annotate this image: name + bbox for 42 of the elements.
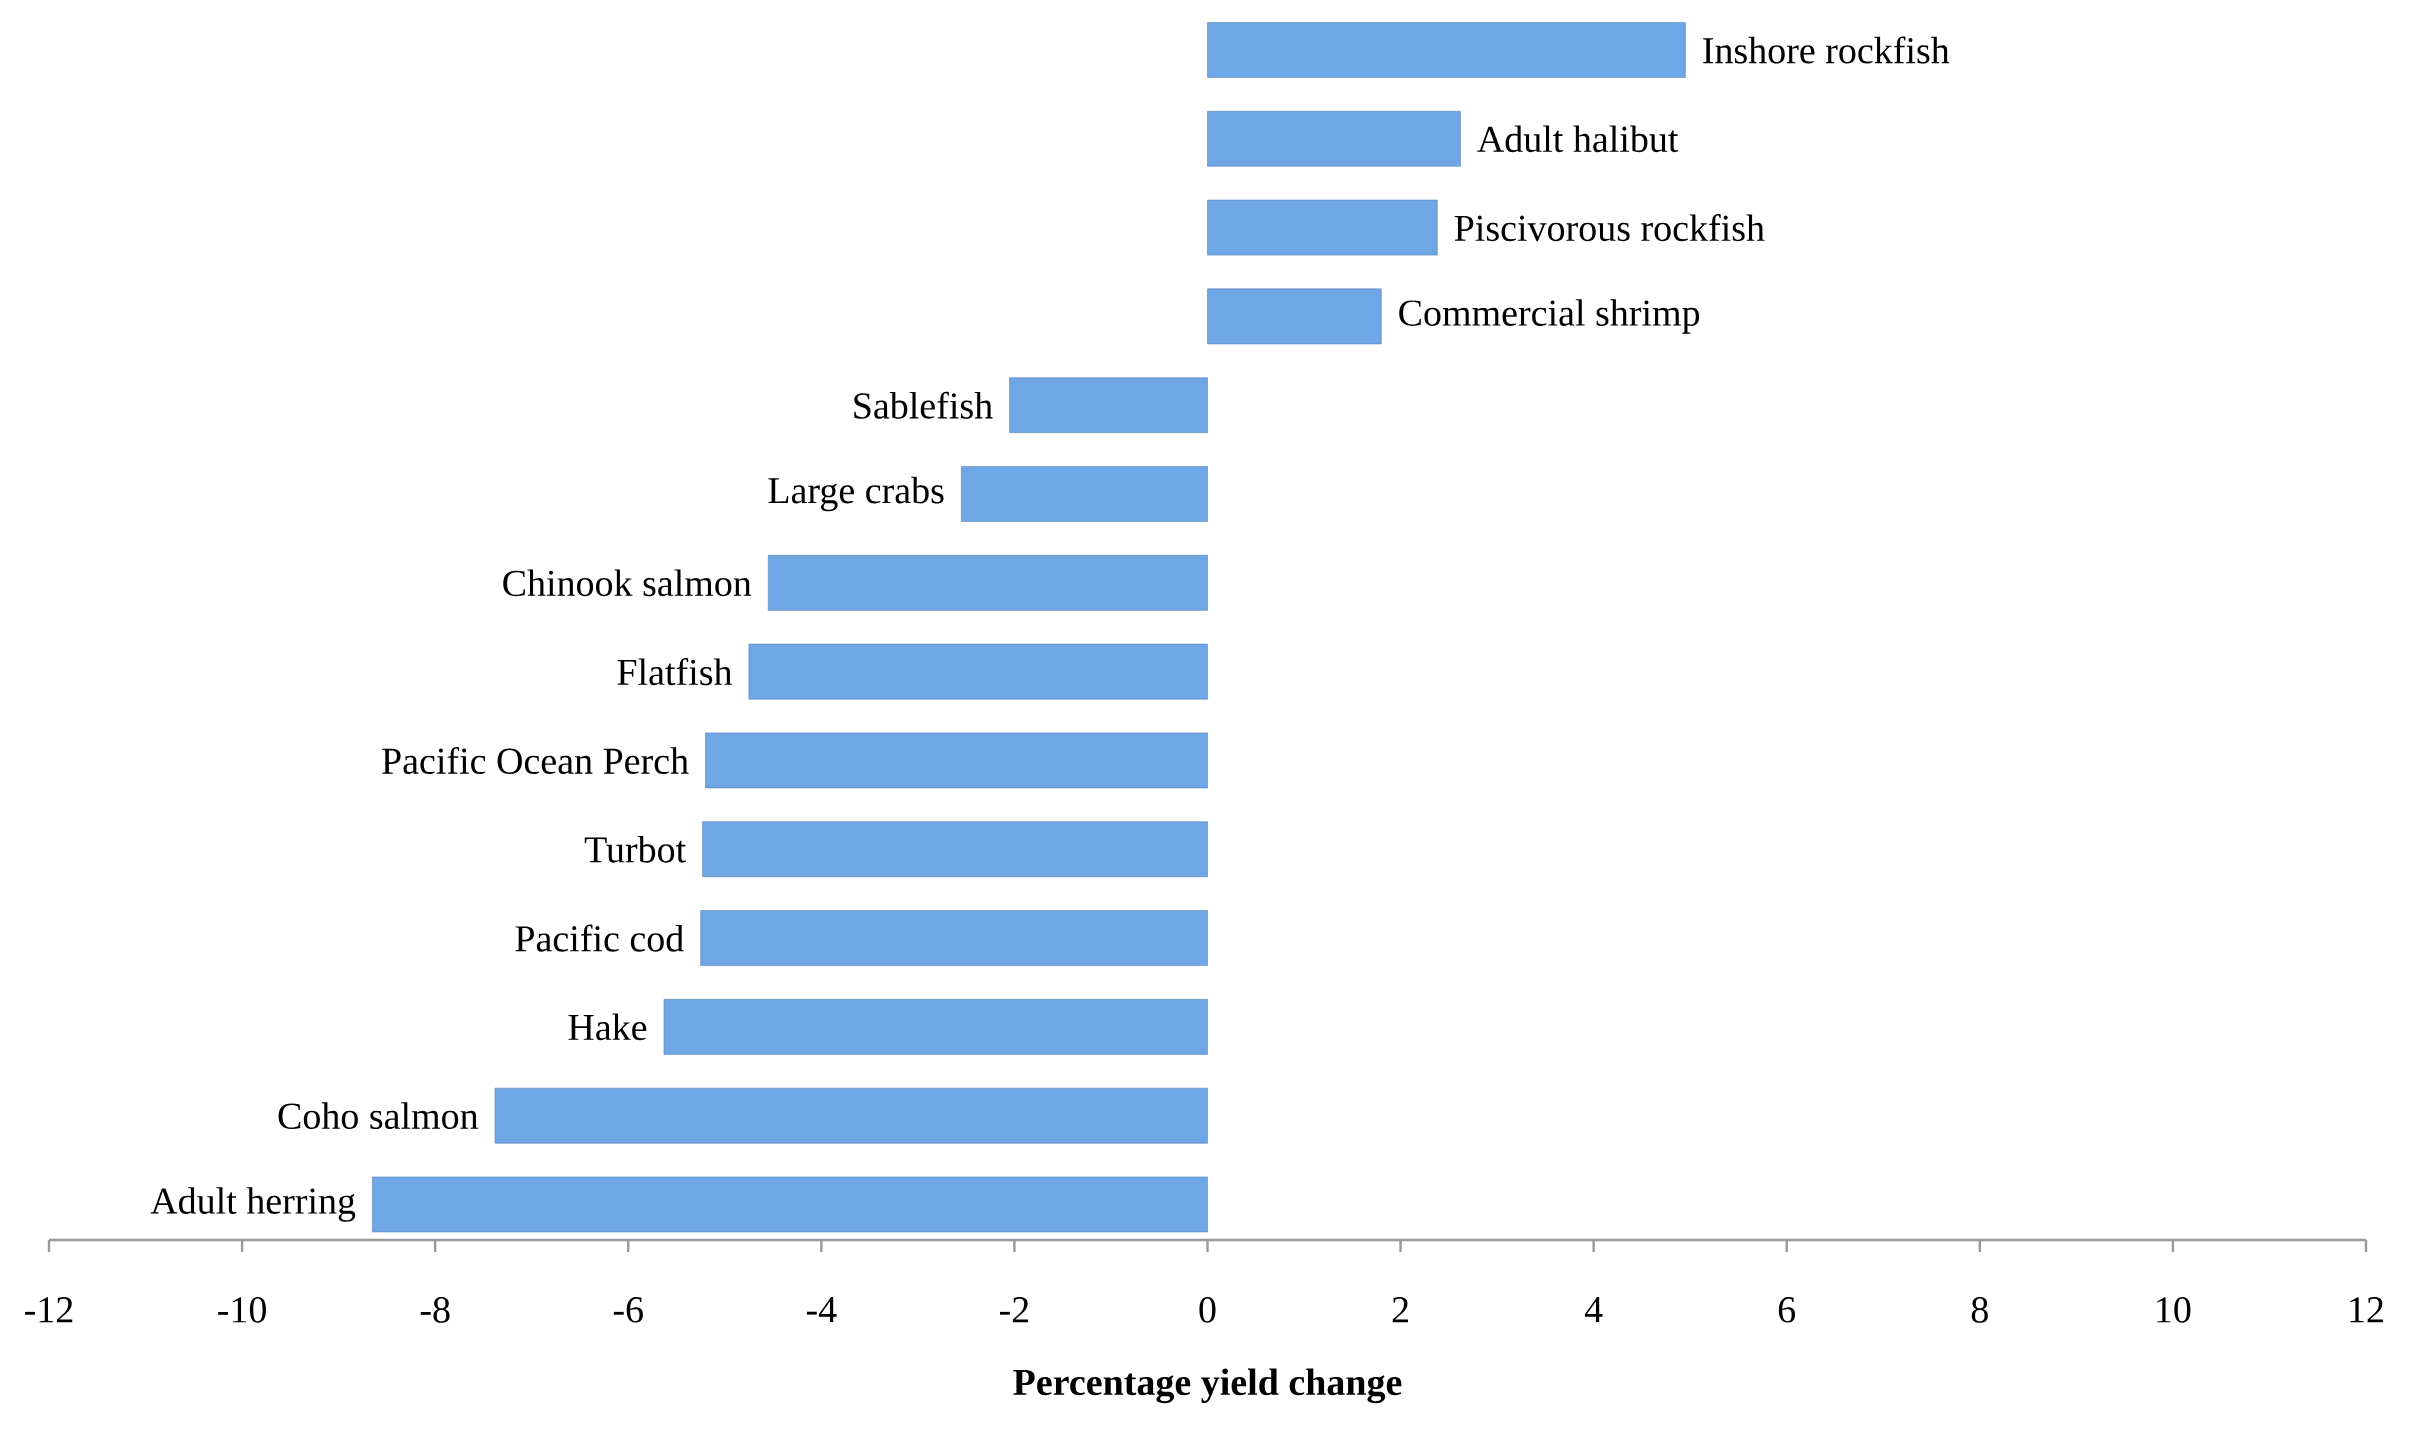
x-tick-label: 6 xyxy=(1778,1297,1796,1323)
x-tick-label: 0 xyxy=(1199,1297,1216,1323)
x-tick-label: -4 xyxy=(806,1297,837,1323)
y-tick-label: Inshore rockfish xyxy=(1703,36,1950,64)
y-tick-label: Pacific Ocean Perch xyxy=(382,746,689,775)
y-tick-label: Large crabs xyxy=(768,476,944,512)
bar xyxy=(767,554,1208,611)
bar xyxy=(1009,377,1208,434)
bar xyxy=(1207,22,1686,78)
y-tick-label: Flatfish xyxy=(617,658,733,686)
x-tick-label: -8 xyxy=(420,1297,450,1323)
y-tick-label: Turbot xyxy=(584,835,686,863)
bar xyxy=(372,1176,1208,1233)
x-tick-label: 12 xyxy=(2350,1297,2383,1323)
x-tick-label: 10 xyxy=(2157,1297,2191,1323)
bar xyxy=(1207,288,1382,345)
bar xyxy=(705,732,1208,789)
bar xyxy=(961,466,1208,522)
y-tick-label: Commercial shrimp xyxy=(1399,299,1700,334)
bar xyxy=(702,821,1208,878)
x-tick-label: 8 xyxy=(1971,1297,1988,1323)
y-tick-label: Coho salmon xyxy=(278,1102,479,1130)
bar xyxy=(748,643,1208,700)
y-tick-label: Sablefish xyxy=(854,391,993,419)
x-tick-label: -2 xyxy=(999,1297,1029,1323)
x-tick-label: -12 xyxy=(25,1297,73,1323)
y-tick-label: Hake xyxy=(568,1013,647,1041)
x-axis-title: Percentage yield change xyxy=(1013,1368,1402,1404)
x-tick-label: 2 xyxy=(1392,1297,1408,1323)
x-tick-label: 4 xyxy=(1584,1297,1603,1323)
bar xyxy=(1207,110,1461,167)
y-tick-label: Piscivorous rockfish xyxy=(1454,214,1765,242)
y-tick-label: Pacific cod xyxy=(515,924,684,952)
bar xyxy=(663,999,1208,1055)
y-tick-label: Adult halibut xyxy=(1477,125,1679,153)
y-tick-label: Chinook salmon xyxy=(503,569,752,597)
bar xyxy=(1207,199,1438,256)
x-tick-label: -10 xyxy=(218,1297,266,1323)
x-tick-label: -6 xyxy=(613,1297,643,1323)
y-tick-label: Adult herring xyxy=(150,1187,356,1222)
bar xyxy=(494,1087,1208,1144)
bar xyxy=(700,910,1208,966)
